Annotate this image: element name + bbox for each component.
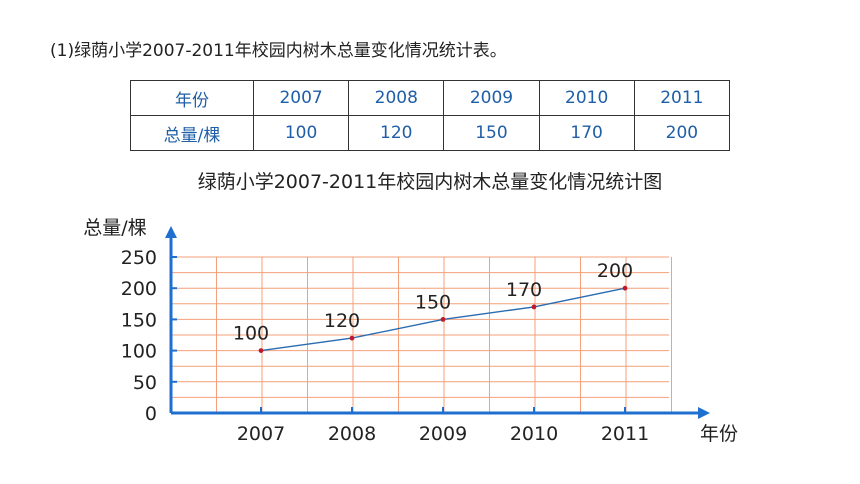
table-row-years: 年份 2007 2008 2009 2010 2011 xyxy=(130,80,731,116)
data-label: 150 xyxy=(415,291,451,313)
x-axis-arrow xyxy=(698,407,710,419)
table-cell: 2007 xyxy=(252,80,350,116)
x-axis-title: 年份 xyxy=(700,423,738,445)
y-tick-label: 50 xyxy=(133,372,157,394)
data-label: 120 xyxy=(324,310,360,332)
table-row-totals: 总量/棵 100 120 150 170 200 xyxy=(130,115,731,151)
page-heading: (1)绿荫小学2007-2011年校园内树木总量变化情况统计表。 xyxy=(50,41,507,61)
data-label: 200 xyxy=(597,260,633,282)
chart-title: 绿荫小学2007-2011年校园内树木总量变化情况统计图 xyxy=(197,171,663,193)
y-tick-label: 0 xyxy=(145,403,157,425)
y-tick-label: 100 xyxy=(121,341,157,363)
table-cell: 150 xyxy=(443,115,540,151)
data-point xyxy=(258,348,264,353)
x-tick-label: 2009 xyxy=(419,423,467,445)
table-cell: 2009 xyxy=(443,80,540,116)
x-tick-label: 2011 xyxy=(601,423,649,445)
table-cell: 年份 xyxy=(130,80,254,116)
x-tick-label: 2007 xyxy=(237,423,285,445)
data-point xyxy=(531,304,537,310)
data-point xyxy=(440,317,446,322)
y-tick-label: 200 xyxy=(121,278,157,300)
x-tick-label: 2010 xyxy=(510,423,558,445)
table-cell: 总量/棵 xyxy=(130,115,254,151)
y-axis-title: 总量/棵 xyxy=(83,217,146,239)
data-point xyxy=(349,335,355,341)
table-cell: 120 xyxy=(348,115,445,151)
data-label: 170 xyxy=(506,279,542,301)
table-cell: 170 xyxy=(538,115,635,151)
x-tick-label: 2008 xyxy=(328,423,376,445)
table-cell: 2008 xyxy=(348,80,445,116)
y-tick-label: 150 xyxy=(121,309,157,331)
y-tick-label: 250 xyxy=(121,247,157,269)
table-cell: 2010 xyxy=(538,80,635,116)
table-cell: 100 xyxy=(252,115,350,151)
table-cell: 200 xyxy=(633,115,731,151)
data-point xyxy=(622,285,628,291)
y-axis-arrow xyxy=(165,226,177,238)
data-label: 100 xyxy=(233,323,269,345)
statistics-table: 年份 2007 2008 2009 2010 2011 总量/棵 100 120… xyxy=(130,80,731,151)
